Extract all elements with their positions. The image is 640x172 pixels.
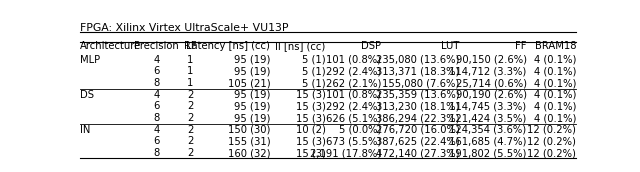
- Text: 15 (3): 15 (3): [296, 148, 326, 158]
- Text: 4: 4: [153, 125, 159, 135]
- Text: 101 (0.8%): 101 (0.8%): [326, 55, 381, 65]
- Text: 4 (0.1%): 4 (0.1%): [534, 55, 576, 65]
- Text: II [ns] (cc): II [ns] (cc): [275, 41, 326, 51]
- Text: 191,802 (5.5%): 191,802 (5.5%): [449, 148, 527, 158]
- Text: 8: 8: [153, 148, 159, 158]
- Text: 150 (30): 150 (30): [228, 125, 270, 135]
- Text: 95 (19): 95 (19): [234, 66, 270, 77]
- Text: 4 (0.1%): 4 (0.1%): [534, 66, 576, 77]
- Text: 5 (1): 5 (1): [302, 55, 326, 65]
- Text: 5 (0.0%): 5 (0.0%): [339, 125, 381, 135]
- Text: 292 (2.4%): 292 (2.4%): [326, 101, 381, 111]
- Text: 276,720 (16.0%): 276,720 (16.0%): [376, 125, 460, 135]
- Text: MLP: MLP: [80, 55, 100, 65]
- Text: 160 (32): 160 (32): [228, 148, 270, 158]
- Text: 121,424 (3.5%): 121,424 (3.5%): [449, 113, 527, 123]
- Text: 1: 1: [187, 66, 193, 77]
- Text: 5 (1): 5 (1): [302, 78, 326, 88]
- Text: 1: 1: [187, 78, 193, 88]
- Text: 4 (0.1%): 4 (0.1%): [534, 113, 576, 123]
- Text: 2,191 (17.8%): 2,191 (17.8%): [310, 148, 381, 158]
- Text: IN: IN: [80, 125, 90, 135]
- Text: 90,150 (2.6%): 90,150 (2.6%): [456, 55, 527, 65]
- Text: RF: RF: [184, 41, 196, 51]
- Text: 15 (3): 15 (3): [296, 101, 326, 111]
- Text: 12 (0.2%): 12 (0.2%): [527, 148, 576, 158]
- Text: 313,371 (18.3%): 313,371 (18.3%): [376, 66, 460, 77]
- Text: 4: 4: [153, 55, 159, 65]
- Text: 114,712 (3.3%): 114,712 (3.3%): [449, 66, 527, 77]
- Text: FF: FF: [515, 41, 527, 51]
- Text: BRAM18: BRAM18: [534, 41, 576, 51]
- Text: 235,080 (13.6%): 235,080 (13.6%): [376, 55, 460, 65]
- Text: 2: 2: [187, 113, 193, 123]
- Text: Precision: Precision: [134, 41, 179, 51]
- Text: 235,359 (13.6%): 235,359 (13.6%): [376, 90, 460, 100]
- Text: 114,745 (3.3%): 114,745 (3.3%): [449, 101, 527, 111]
- Text: Latency [ns] (cc): Latency [ns] (cc): [186, 41, 270, 51]
- Text: 4 (0.1%): 4 (0.1%): [534, 101, 576, 111]
- Text: 2: 2: [187, 90, 193, 100]
- Text: 95 (19): 95 (19): [234, 55, 270, 65]
- Text: 6: 6: [153, 66, 159, 77]
- Text: 12 (0.2%): 12 (0.2%): [527, 136, 576, 146]
- Text: 2: 2: [187, 125, 193, 135]
- Text: 12 (0.2%): 12 (0.2%): [527, 125, 576, 135]
- Text: 626 (5.1%): 626 (5.1%): [326, 113, 381, 123]
- Text: Architecture: Architecture: [80, 41, 141, 51]
- Text: 124,354 (3.6%): 124,354 (3.6%): [449, 125, 527, 135]
- Text: 90,190 (2.6%): 90,190 (2.6%): [456, 90, 527, 100]
- Text: 2: 2: [187, 136, 193, 146]
- Text: 15 (3): 15 (3): [296, 113, 326, 123]
- Text: 1: 1: [187, 55, 193, 65]
- Text: 161,685 (4.7%): 161,685 (4.7%): [449, 136, 527, 146]
- Text: 95 (19): 95 (19): [234, 90, 270, 100]
- Text: 6: 6: [153, 101, 159, 111]
- Text: 673 (5.5%): 673 (5.5%): [326, 136, 381, 146]
- Text: 4 (0.1%): 4 (0.1%): [534, 78, 576, 88]
- Text: 95 (19): 95 (19): [234, 113, 270, 123]
- Text: 8: 8: [153, 78, 159, 88]
- Text: 4: 4: [153, 90, 159, 100]
- Text: 2: 2: [187, 148, 193, 158]
- Text: DS: DS: [80, 90, 94, 100]
- Text: 386,294 (22.3%): 386,294 (22.3%): [376, 113, 460, 123]
- Text: 472,140 (27.3%): 472,140 (27.3%): [376, 148, 460, 158]
- Text: 10 (2): 10 (2): [296, 125, 326, 135]
- Text: 15 (3): 15 (3): [296, 136, 326, 146]
- Text: 101 (0.8%): 101 (0.8%): [326, 90, 381, 100]
- Text: 4 (0.1%): 4 (0.1%): [534, 90, 576, 100]
- Text: 155 (31): 155 (31): [228, 136, 270, 146]
- Text: DSP: DSP: [361, 41, 381, 51]
- Text: 2: 2: [187, 101, 193, 111]
- Text: FPGA: Xilinx Virtex UltraScale+ VU13P: FPGA: Xilinx Virtex UltraScale+ VU13P: [80, 23, 289, 33]
- Text: 95 (19): 95 (19): [234, 101, 270, 111]
- Text: 6: 6: [153, 136, 159, 146]
- Text: 105 (21): 105 (21): [228, 78, 270, 88]
- Text: 262 (2.1%): 262 (2.1%): [326, 78, 381, 88]
- Text: LUT: LUT: [441, 41, 460, 51]
- Text: 155,080 (7.6%): 155,080 (7.6%): [382, 78, 460, 88]
- Text: 8: 8: [153, 113, 159, 123]
- Text: 15 (3): 15 (3): [296, 90, 326, 100]
- Text: 387,625 (22.4%): 387,625 (22.4%): [376, 136, 460, 146]
- Text: 5 (1): 5 (1): [302, 66, 326, 77]
- Text: 25,714 (0.6%): 25,714 (0.6%): [456, 78, 527, 88]
- Text: 313,230 (18.1%): 313,230 (18.1%): [376, 101, 460, 111]
- Text: 292 (2.4%): 292 (2.4%): [326, 66, 381, 77]
